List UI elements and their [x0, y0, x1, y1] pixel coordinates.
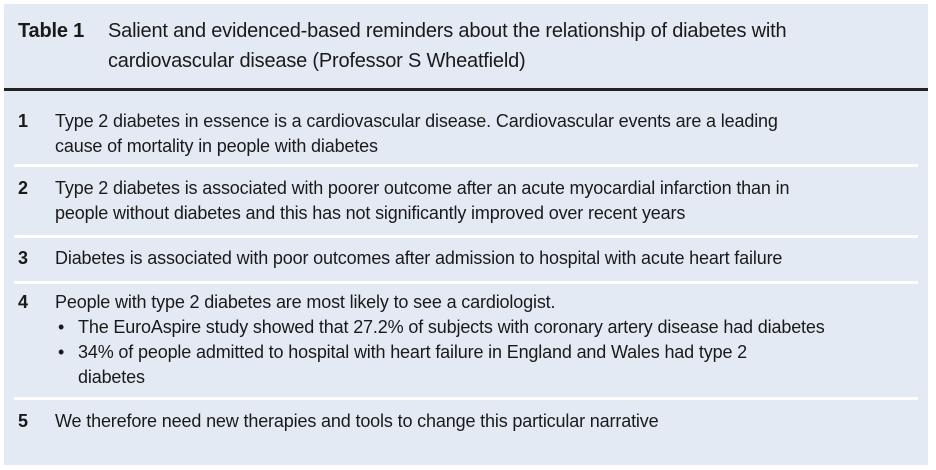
row-line: cause of mortality in people with diabet…: [55, 136, 378, 156]
row-text: Type 2 diabetes in essence is a cardiova…: [55, 109, 778, 159]
row-line: We therefore need new therapies and tool…: [55, 411, 659, 431]
row-line: Type 2 diabetes in essence is a cardiova…: [55, 111, 778, 131]
bullet-item: • The EuroAspire study showed that 27.2%…: [55, 315, 825, 340]
row-number: 3: [18, 248, 29, 268]
caption-line: Salient and evidenced-based reminders ab…: [108, 20, 787, 42]
row-number: 4: [18, 292, 29, 312]
row-separator: [14, 164, 918, 167]
row-number: 1: [18, 111, 29, 131]
row-separator: [14, 397, 918, 400]
row-line: People with type 2 diabetes are most lik…: [55, 292, 556, 312]
row-line: people without diabetes and this has not…: [55, 203, 686, 223]
row-separator: [14, 281, 918, 284]
bullet-icon: •: [58, 342, 65, 362]
table-label: Table 1: [18, 20, 85, 42]
row-number: 5: [18, 411, 29, 431]
row-line: Diabetes is associated with poor outcome…: [55, 248, 783, 268]
bullet-item: • 34% of people admitted to hospital wit…: [55, 340, 825, 390]
caption-line: cardiovascular disease (Professor S Whea…: [108, 50, 526, 72]
caption-text: Salient and evidenced-based reminders ab…: [108, 16, 787, 76]
row-text: Type 2 diabetes is associated with poore…: [55, 176, 789, 226]
row-text: Diabetes is associated with poor outcome…: [55, 246, 782, 271]
bullet-line: The EuroAspire study showed that 27.2% o…: [78, 317, 825, 337]
bullet-icon: •: [58, 317, 65, 337]
row-line: Type 2 diabetes is associated with poore…: [55, 178, 790, 198]
bullet-line: diabetes: [78, 367, 145, 387]
row-text: People with type 2 diabetes are most lik…: [55, 290, 825, 390]
table-container: Table 1 Salient and evidenced-based remi…: [4, 4, 928, 465]
table-header: Table 1 Salient and evidenced-based remi…: [4, 4, 928, 91]
row-separator: [14, 235, 918, 238]
bullet-line: 34% of people admitted to hospital with …: [78, 342, 748, 362]
row-number: 2: [18, 178, 29, 198]
row-text: We therefore need new therapies and tool…: [55, 409, 659, 434]
